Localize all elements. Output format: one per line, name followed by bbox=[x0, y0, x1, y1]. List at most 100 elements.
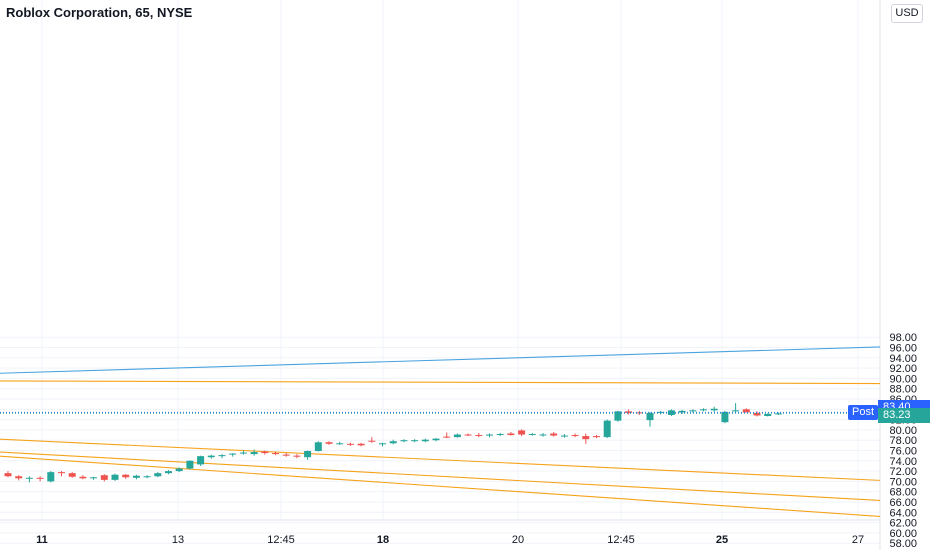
candle-body bbox=[197, 456, 205, 465]
candle-body bbox=[186, 460, 194, 469]
candle-body bbox=[774, 413, 782, 415]
trendline bbox=[0, 438, 881, 481]
candle-body bbox=[593, 436, 600, 438]
y-tick-label: 66.00 bbox=[889, 497, 917, 509]
candle-body bbox=[100, 475, 108, 480]
chart-title: Roblox Corporation, 65, NYSE bbox=[6, 5, 193, 20]
candle-body bbox=[346, 443, 354, 445]
candle-body bbox=[272, 453, 279, 455]
candle-body bbox=[646, 412, 654, 421]
y-tick-label: 74.00 bbox=[889, 456, 917, 468]
candle-body bbox=[421, 439, 429, 442]
candle-body bbox=[122, 474, 130, 478]
x-tick-label: 13 bbox=[172, 534, 184, 546]
candle-body bbox=[678, 410, 686, 413]
y-tick-label: 72.00 bbox=[889, 466, 917, 478]
candle-body bbox=[368, 440, 376, 442]
candle-body bbox=[475, 435, 483, 437]
x-tick-label: 11 bbox=[36, 534, 48, 546]
candle-body bbox=[764, 413, 772, 416]
candle-body bbox=[25, 477, 33, 479]
candle-body bbox=[700, 409, 707, 411]
candle-body bbox=[154, 473, 162, 477]
candle-body bbox=[496, 434, 504, 436]
x-tick-label: 25 bbox=[716, 534, 728, 546]
candle-body bbox=[229, 453, 237, 455]
y-tick-label: 60.00 bbox=[889, 528, 917, 540]
candle-body bbox=[389, 441, 397, 444]
candle-body bbox=[4, 473, 12, 477]
candle-body bbox=[111, 474, 119, 480]
candle-body bbox=[486, 434, 493, 436]
candle-body bbox=[165, 471, 172, 474]
candle-body bbox=[68, 473, 76, 477]
candle-body bbox=[625, 411, 633, 413]
candle-body bbox=[79, 476, 87, 479]
candle-body bbox=[58, 472, 65, 474]
y-tick-label: 90.00 bbox=[889, 373, 917, 385]
candle-body bbox=[689, 410, 697, 412]
candle-body bbox=[314, 442, 322, 452]
y-tick-label: 78.00 bbox=[889, 435, 917, 447]
candle-body bbox=[47, 472, 55, 482]
last-price-label: 83.23 bbox=[878, 408, 930, 424]
candle-body bbox=[582, 436, 590, 440]
currency-button[interactable]: USD bbox=[891, 4, 923, 23]
candle-body bbox=[721, 411, 729, 423]
trendline bbox=[0, 455, 881, 517]
y-tick-label: 58.00 bbox=[889, 538, 917, 550]
candle-body bbox=[528, 434, 536, 436]
candle-body bbox=[571, 435, 579, 437]
candle-body bbox=[282, 454, 290, 456]
trendline bbox=[0, 380, 881, 385]
y-tick-label: 68.00 bbox=[889, 487, 917, 499]
y-tick-label: 70.00 bbox=[889, 476, 917, 488]
candle-body bbox=[90, 477, 98, 479]
y-tick-label: 96.00 bbox=[889, 343, 917, 355]
candle-body bbox=[507, 433, 515, 436]
candle-body bbox=[443, 436, 451, 438]
candle-body bbox=[36, 477, 44, 479]
candle-body bbox=[732, 410, 740, 412]
trendline bbox=[0, 346, 881, 374]
candle-body bbox=[518, 430, 526, 435]
x-tick-label: 12:45 bbox=[607, 534, 635, 546]
candle-body bbox=[325, 442, 333, 444]
candle-body bbox=[175, 468, 183, 472]
candle-body bbox=[432, 438, 440, 441]
x-tick-label: 12:45 bbox=[267, 534, 295, 546]
x-tick-label: 18 bbox=[377, 534, 389, 546]
candle-body bbox=[239, 452, 247, 454]
candle-body bbox=[742, 409, 750, 413]
candle-body bbox=[550, 433, 558, 436]
candle-body bbox=[560, 435, 568, 437]
post-market-badge: Post bbox=[848, 404, 878, 420]
trendline bbox=[0, 451, 881, 502]
y-tick-label: 76.00 bbox=[889, 446, 917, 458]
candle-body bbox=[379, 443, 386, 445]
candle-body bbox=[667, 410, 675, 415]
candle-body bbox=[400, 440, 408, 442]
y-tick-label: 94.00 bbox=[889, 353, 917, 365]
y-tick-label: 64.00 bbox=[889, 507, 917, 519]
candle-body bbox=[464, 434, 472, 436]
candle-body bbox=[539, 434, 547, 436]
x-tick-label: 27 bbox=[852, 534, 864, 546]
candle-body bbox=[218, 455, 226, 457]
candle-body bbox=[15, 476, 23, 479]
y-tick-label: 98.00 bbox=[889, 332, 917, 344]
candle-body bbox=[143, 476, 151, 478]
candle-body bbox=[132, 475, 140, 478]
candle-body bbox=[336, 443, 344, 445]
y-tick-label: 80.00 bbox=[889, 425, 917, 437]
candle-body bbox=[357, 443, 365, 446]
y-tick-label: 88.00 bbox=[889, 384, 917, 396]
candle-body bbox=[261, 451, 269, 454]
candle-body bbox=[753, 412, 761, 416]
candle-body bbox=[411, 440, 419, 442]
y-tick-label: 62.00 bbox=[889, 518, 917, 530]
candle-body bbox=[207, 455, 215, 458]
x-tick-label: 20 bbox=[512, 534, 524, 546]
y-tick-label: 92.00 bbox=[889, 363, 917, 375]
